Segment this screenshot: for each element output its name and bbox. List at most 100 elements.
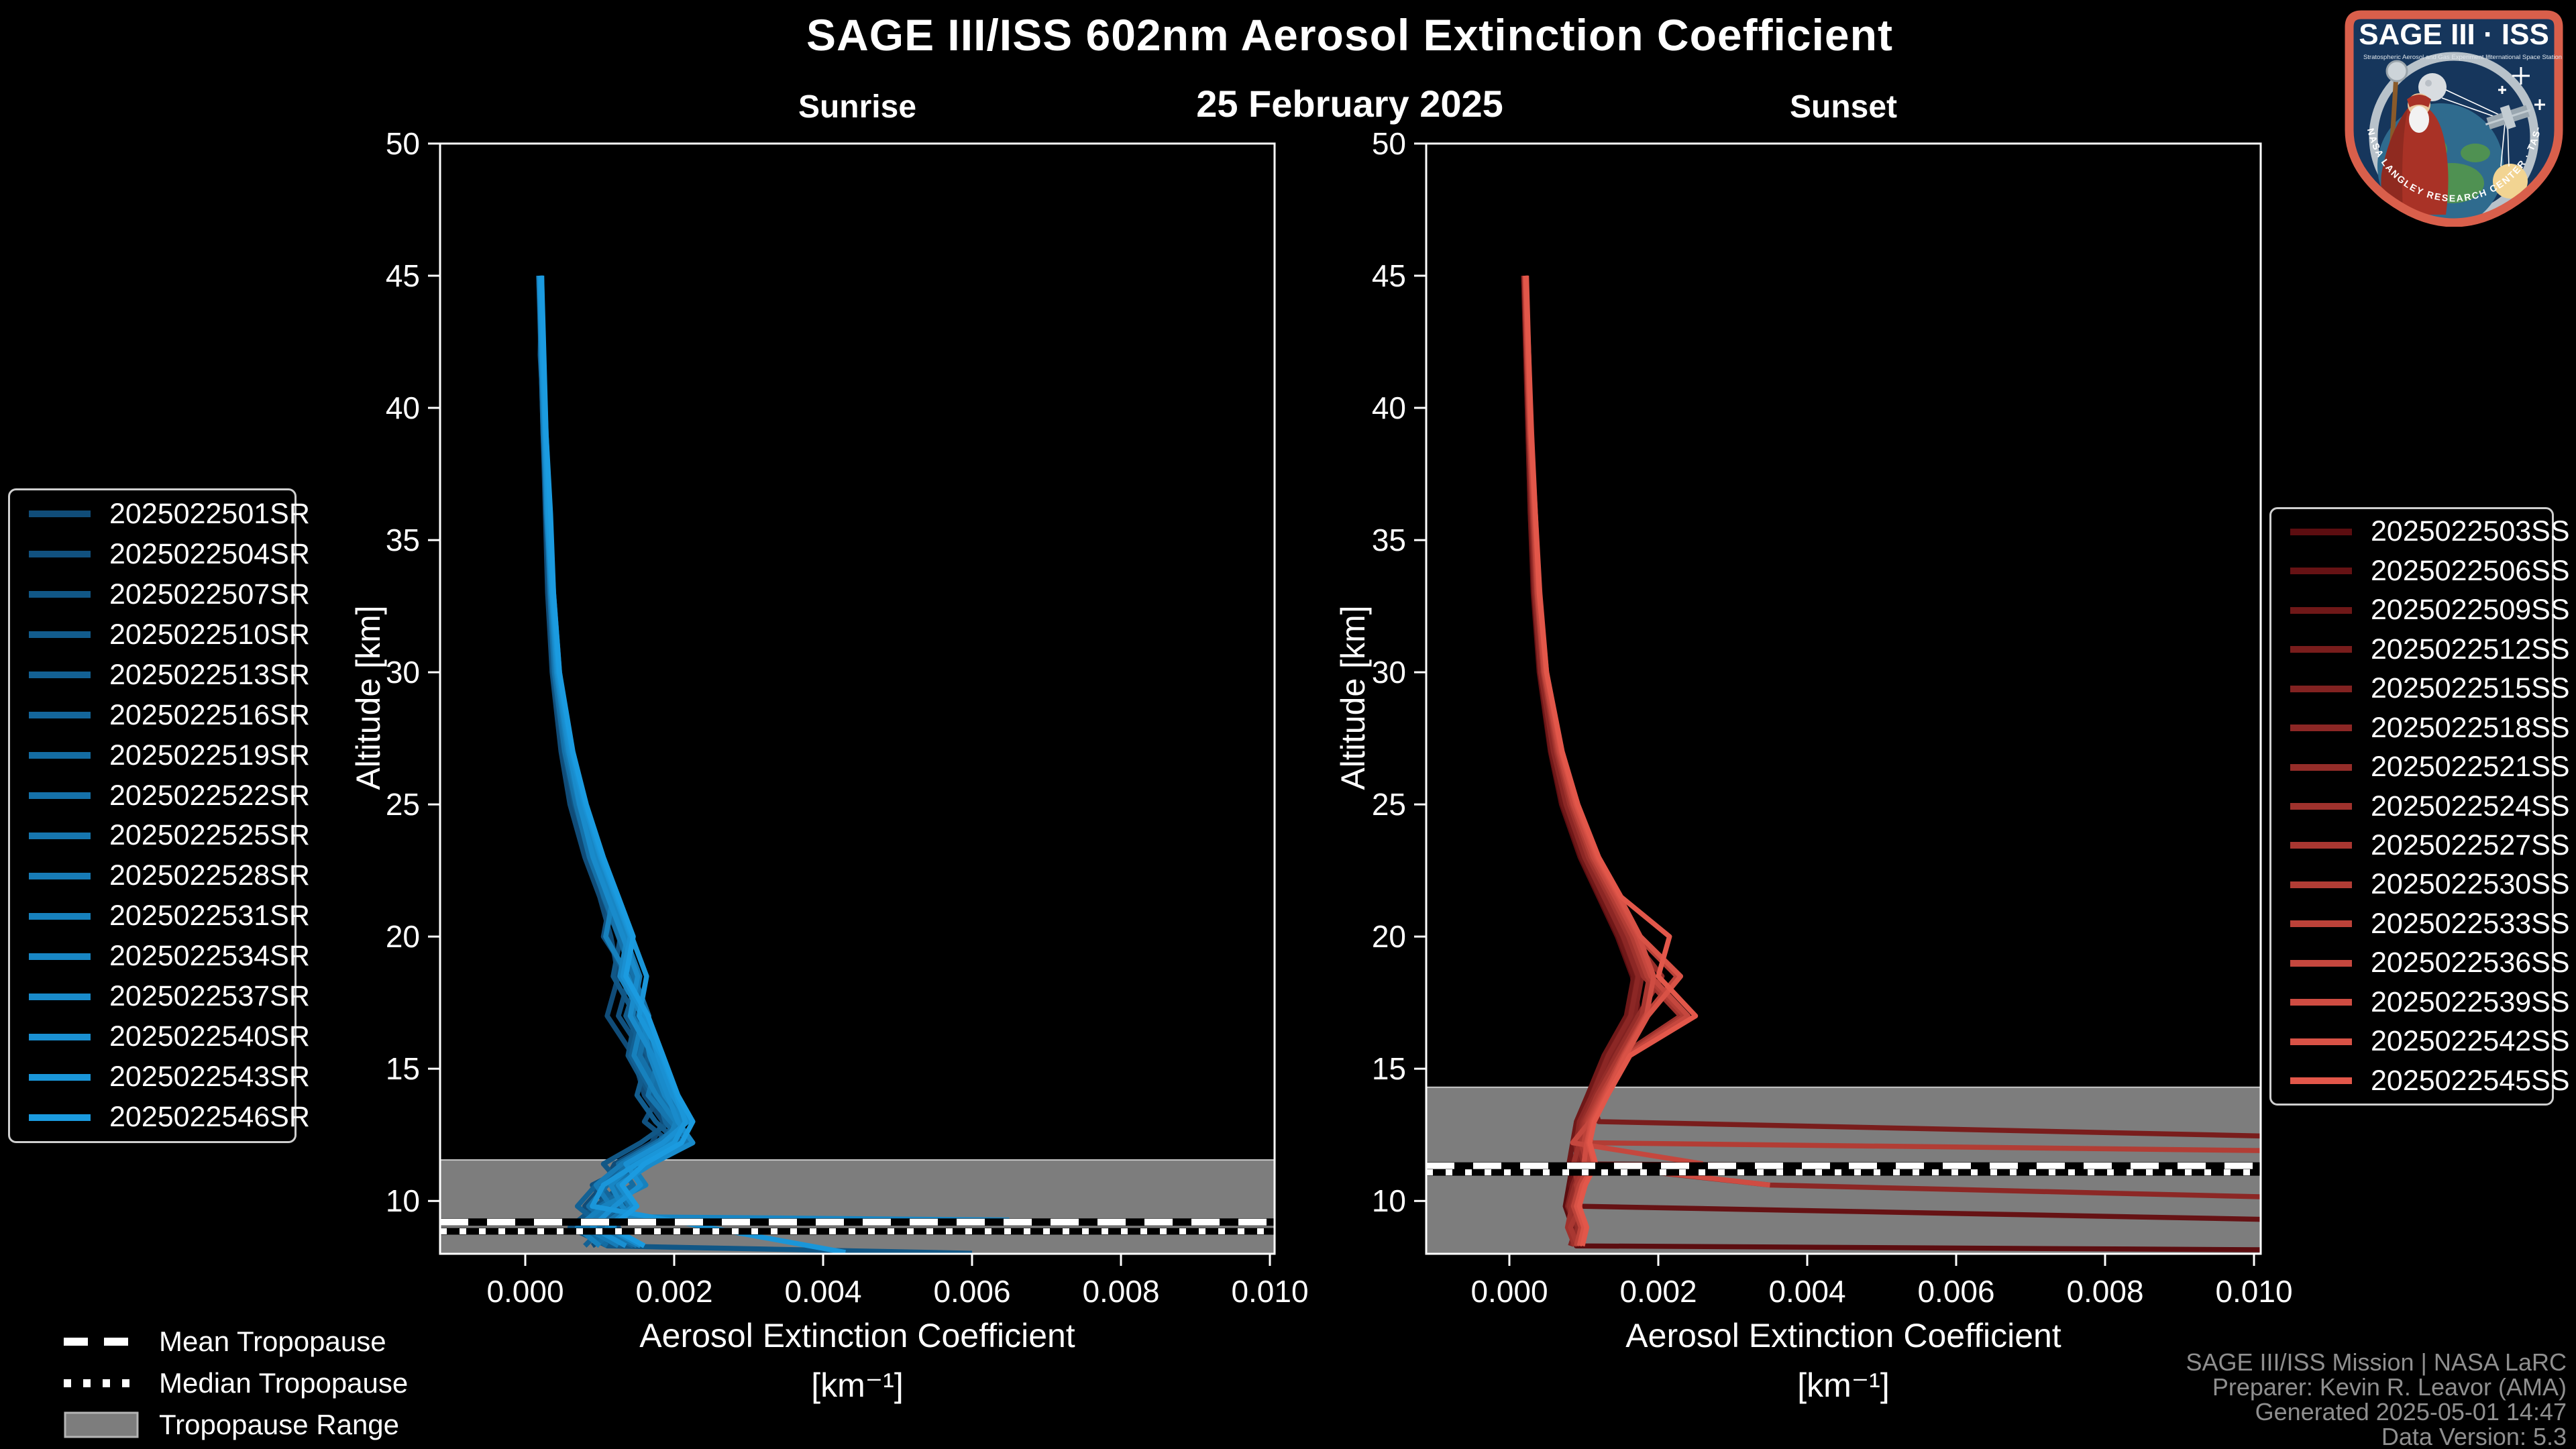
legend-item: 2025022528SR (10, 859, 310, 892)
legend-item: 2025022515SS (2271, 672, 2570, 705)
y-tick-label: 20 (386, 919, 420, 954)
mean-tropopause-legend-item: Mean Tropopause (64, 1326, 408, 1357)
sun (2493, 164, 2528, 199)
legend-swatch (2290, 606, 2352, 614)
iss-icon (2485, 105, 2531, 130)
legend-swatch (2290, 1038, 2352, 1045)
legend-label: 2025022512SS (2371, 633, 2570, 665)
legend-item: 2025022509SS (2271, 594, 2570, 627)
legend-item: 2025022524SS (2271, 790, 2570, 823)
legend-item: 2025022533SS (2271, 908, 2570, 941)
legend-swatch (2290, 646, 2352, 653)
y-tick-label: 15 (386, 1051, 420, 1086)
moon-crater (2425, 80, 2432, 87)
legend-swatch (2290, 842, 2352, 849)
legend-swatch (2290, 803, 2352, 810)
legend-item: 2025022519SR (10, 739, 310, 772)
legend-item: 2025022513SR (10, 659, 310, 692)
legend-swatch (2290, 685, 2352, 692)
x-tick-label: 0.000 (486, 1274, 564, 1309)
y-tick-label: 45 (1372, 258, 1406, 293)
profile-line (1523, 275, 1770, 1188)
profile-line (537, 275, 973, 1254)
patch-title: SAGE III · ISS (2359, 18, 2549, 51)
x-tick-label: 0.008 (2066, 1274, 2143, 1309)
legend-swatch (29, 551, 91, 558)
legend-label: 2025022504SR (109, 537, 310, 570)
legend-item: 2025022536SS (2271, 947, 2570, 979)
legend-swatch (29, 872, 91, 879)
legend-label: 2025022537SR (109, 980, 310, 1013)
legend-label: 2025022540SR (109, 1020, 310, 1053)
legend-item: 2025022545SS (2271, 1065, 2570, 1097)
sunrise-plot-spines (439, 142, 1276, 1255)
legend-label: 2025022531SR (109, 900, 310, 932)
legend-label: 2025022536SS (2371, 947, 2570, 979)
profile-line (537, 275, 846, 1254)
legend-item: 2025022540SR (10, 1020, 310, 1053)
legend-swatch (2290, 959, 2352, 967)
sunset-y-axis-label: Altitude [km] (1334, 605, 1372, 790)
y-tick-label: 30 (1372, 655, 1406, 690)
legend-label: 2025022513SR (109, 658, 310, 691)
y-tick-label: 50 (386, 126, 420, 161)
sunrise-x-axis-unit: [km⁻¹] (811, 1366, 904, 1404)
y-tick-label: 30 (386, 655, 420, 690)
legend-item: 2025022543SR (10, 1061, 310, 1093)
x-tick-label: 0.006 (933, 1274, 1010, 1309)
legend-swatch (29, 631, 91, 639)
legend-swatch (2290, 724, 2352, 732)
y-tick-label: 15 (1372, 1051, 1406, 1086)
legend-item: 2025022542SS (2271, 1025, 2570, 1058)
sunset-panel-title: Sunset (1789, 89, 1898, 125)
profile-line (1522, 275, 2261, 1222)
legend-item: 2025022534SR (10, 940, 310, 973)
mean-tropopause-label: Mean Tropopause (159, 1326, 386, 1357)
legend-swatch (2290, 1077, 2352, 1085)
legend-label: 2025022524SS (2371, 790, 2570, 822)
legend-swatch (2290, 881, 2352, 888)
x-tick-label: 0.008 (1082, 1274, 1159, 1309)
sage-iii-iss-mission-patch: SAGE III · ISS Stratospheric Aerosol and… (2341, 5, 2563, 227)
legend-swatch (29, 752, 91, 759)
legend-label: 2025022545SS (2371, 1064, 2570, 1097)
median-tropopause-dotted-swatch (64, 1379, 139, 1387)
legend-item: 2025022501SR (10, 498, 310, 531)
profile-line (536, 275, 666, 1248)
legend-item: 2025022510SR (10, 619, 310, 651)
legend-item: 2025022506SS (2271, 555, 2570, 588)
attribution-generated: Generated 2025-05-01 14:47 (2255, 1398, 2567, 1426)
legend-label: 2025022530SS (2371, 868, 2570, 901)
sunrise-legend: 2025022501SR 2025022504SR 2025022507SR 2025… (8, 488, 310, 1143)
legend-swatch (29, 712, 91, 719)
y-tick-label: 10 (1372, 1183, 1406, 1218)
legend-label: 2025022546SR (109, 1101, 310, 1133)
legend-swatch (29, 792, 91, 799)
legend-item: 2025022530SS (2271, 868, 2570, 901)
x-tick-label: 0.010 (2215, 1274, 2292, 1309)
legend-label: 2025022509SS (2371, 594, 2570, 627)
sunrise-plot: 0.000 0.002 0.004 0.006 0.008 0.010 10 15 20 25 30… (386, 126, 1309, 1309)
legend-swatch (29, 591, 91, 598)
profile-line (537, 275, 1010, 1223)
legend-label: 2025022543SR (109, 1061, 310, 1093)
legend-label: 2025022510SR (109, 618, 310, 651)
x-tick-label: 0.004 (1768, 1274, 1845, 1309)
y-tick-label: 40 (386, 390, 420, 425)
legend-label: 2025022528SR (109, 859, 310, 892)
median-tropopause-label: Median Tropopause (159, 1367, 409, 1399)
legend-item: 2025022527SS (2271, 829, 2570, 862)
sage-figure (2381, 60, 2449, 215)
legend-item: 2025022537SR (10, 980, 310, 1013)
legend-item: 2025022503SS (2271, 515, 2570, 548)
legend-swatch (29, 1033, 91, 1040)
sunrise-panel-title: Sunrise (798, 89, 917, 125)
tropopause-legend: Mean Tropopause Median Tropopause Tropop… (64, 1326, 409, 1440)
profile-line (1521, 275, 2261, 1199)
legend-item: 2025022516SR (10, 699, 310, 732)
legend-label: 2025022516SR (109, 698, 310, 731)
moon (2418, 73, 2447, 101)
legend-swatch (2290, 999, 2352, 1006)
legend-label: 2025022521SS (2371, 751, 2570, 784)
